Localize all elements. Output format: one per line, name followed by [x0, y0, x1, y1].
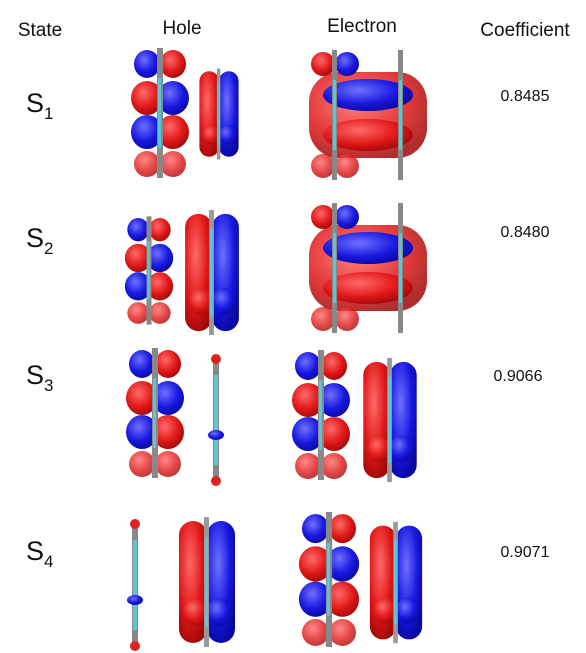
electron-orbital	[370, 522, 422, 643]
hole-orbital	[131, 48, 189, 178]
header-state: State	[18, 20, 62, 41]
hole-orbital	[127, 519, 143, 651]
coefficient: 0.9071	[501, 544, 550, 561]
electron-orbital	[309, 203, 427, 333]
state-label: S2	[26, 223, 53, 258]
hole-orbital	[199, 69, 238, 160]
electron-orbital	[299, 512, 359, 647]
header-coefficient: Coefficient	[480, 20, 570, 41]
hole-orbital	[126, 348, 184, 478]
state-label: S4	[26, 536, 53, 571]
electron-orbital	[363, 358, 416, 482]
header-hole: Hole	[162, 18, 201, 39]
state-label: S3	[26, 360, 53, 395]
electron-orbital	[309, 50, 427, 180]
hole-orbital	[179, 517, 235, 647]
coefficient: 0.8485	[501, 88, 550, 105]
electron-orbital	[292, 350, 350, 480]
hole-orbital	[185, 210, 239, 335]
hole-orbital	[125, 216, 173, 324]
hole-orbital	[208, 354, 224, 486]
coefficient: 0.9066	[494, 368, 543, 385]
state-label: S1	[26, 88, 53, 123]
coefficient: 0.8480	[501, 224, 550, 241]
header-electron: Electron	[327, 16, 397, 37]
figure: State Hole Electron Coefficient S1 0.848…	[0, 0, 586, 653]
